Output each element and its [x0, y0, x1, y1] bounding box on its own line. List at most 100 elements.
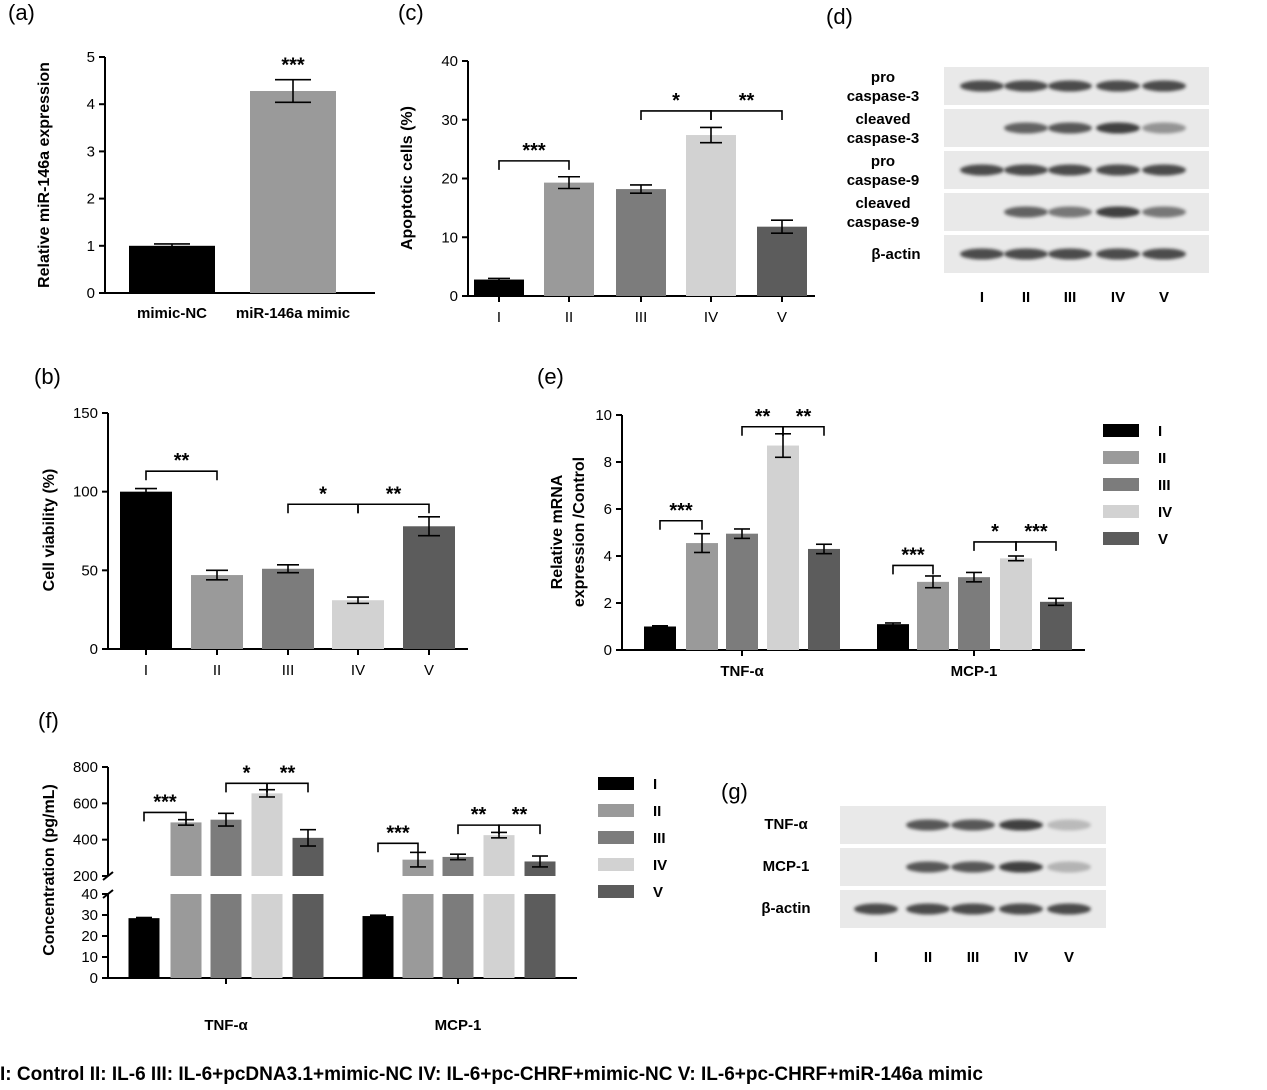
significance-bracket	[498, 160, 570, 170]
y-tick-label: 4	[87, 96, 95, 113]
y-axis-label: Relative mRNA	[549, 474, 566, 589]
bar	[483, 835, 515, 876]
legend-swatch	[598, 804, 634, 817]
blot-band	[1004, 122, 1048, 134]
bar	[877, 624, 909, 650]
significance-stars: **	[739, 90, 755, 112]
significance-stars: ***	[522, 140, 546, 162]
bar	[524, 861, 556, 876]
y-tick-label: 20	[441, 171, 458, 188]
bar	[362, 916, 394, 978]
blot-band	[999, 861, 1043, 873]
significance-stars: **	[280, 762, 296, 784]
bar	[544, 182, 594, 296]
significance-stars: *	[672, 90, 680, 112]
blot-band	[906, 903, 950, 915]
blot-band	[1142, 80, 1186, 92]
bar-lower-segment	[292, 894, 324, 978]
blot-band	[1048, 80, 1092, 92]
blot-band	[1096, 248, 1140, 260]
significance-bracket	[659, 519, 703, 530]
chart-a: 0 1 2 3 4 5 mimic-NC miR-146a mimic ***	[87, 49, 375, 322]
y-tick-label: 400	[73, 832, 98, 849]
significance-stars: ***	[281, 55, 305, 77]
bar-lower-segment	[210, 894, 242, 978]
bar	[262, 568, 314, 649]
significance-bracket	[143, 811, 187, 822]
legend-label: V	[1158, 531, 1168, 548]
y-axis-label: Apoptotic cells (%)	[399, 106, 416, 250]
x-tick-label: I	[144, 662, 148, 679]
y-tick-label: 5	[87, 49, 95, 66]
bar	[170, 822, 202, 876]
blot-row-label: β-actin	[871, 246, 920, 263]
blot-band	[1004, 248, 1048, 260]
blot-row-label: cleaved	[855, 195, 910, 212]
y-tick-label: 1	[87, 238, 95, 255]
bar	[210, 819, 242, 876]
blot-band	[951, 903, 995, 915]
y-tick-label: 3	[87, 143, 95, 160]
lane-label: IV	[1014, 949, 1028, 966]
blot-band	[951, 819, 995, 831]
y-tick-label: 600	[73, 795, 98, 812]
bar	[250, 90, 336, 293]
bar	[120, 491, 172, 649]
y-tick-label: 6	[604, 501, 612, 518]
lane-label: III	[967, 949, 980, 966]
x-tick-label: III	[635, 309, 648, 326]
bar	[474, 279, 524, 296]
bar	[402, 859, 434, 876]
significance-bracket	[640, 110, 712, 120]
significance-bracket	[287, 503, 359, 514]
blot-band	[1047, 861, 1091, 873]
significance-bracket	[266, 782, 309, 793]
panel-letter: (g)	[721, 779, 748, 804]
y-tick-label: 150	[73, 405, 98, 422]
bar	[442, 856, 474, 876]
y-tick-label: 40	[441, 53, 458, 70]
lane-label: III	[1064, 289, 1077, 306]
x-tick-label: TNF-α	[204, 1017, 248, 1034]
y-tick-label: 0	[450, 288, 458, 305]
legend-label: V	[653, 884, 663, 901]
lane-label: IV	[1111, 289, 1125, 306]
y-axis-label: Cell viability (%)	[41, 469, 58, 592]
y-tick-label: 200	[73, 868, 98, 885]
x-tick-label: V	[777, 309, 787, 326]
significance-bracket	[782, 425, 825, 436]
blot-band	[1048, 164, 1092, 176]
x-tick-label: IV	[351, 662, 365, 679]
group-legend-footer: I: Control II: IL-6 III: IL-6+pcDNA3.1+m…	[0, 1064, 983, 1085]
blot-row-label: pro	[871, 153, 895, 170]
blot-band	[951, 861, 995, 873]
legend-label: II	[1158, 450, 1166, 467]
x-tick-label: MCP-1	[951, 663, 998, 680]
legend-label: IV	[653, 857, 667, 874]
bar	[917, 581, 949, 650]
blot-band	[1142, 122, 1186, 134]
significance-bracket	[145, 470, 218, 481]
blot-band	[1142, 206, 1186, 218]
lane-label: V	[1159, 289, 1169, 306]
y-tick-label: 800	[73, 759, 98, 776]
y-tick-label: 40	[81, 886, 98, 903]
blot-band	[1048, 122, 1092, 134]
legend-swatch	[598, 777, 634, 790]
significance-bracket	[357, 503, 430, 514]
significance-stars: **	[471, 804, 487, 826]
axis-break-mark	[102, 871, 114, 881]
legend-swatch	[598, 885, 634, 898]
bar	[129, 245, 215, 293]
blot-band	[1048, 206, 1092, 218]
blot-band	[960, 248, 1004, 260]
significance-bracket	[377, 842, 419, 853]
legend-label: III	[653, 830, 666, 847]
blot-row-label: cleaved	[855, 111, 910, 128]
y-tick-label: 4	[604, 548, 612, 565]
y-tick-label: 2	[87, 191, 95, 208]
significance-stars: **	[796, 406, 812, 428]
bar	[403, 526, 455, 649]
bar-lower-segment	[442, 894, 474, 978]
